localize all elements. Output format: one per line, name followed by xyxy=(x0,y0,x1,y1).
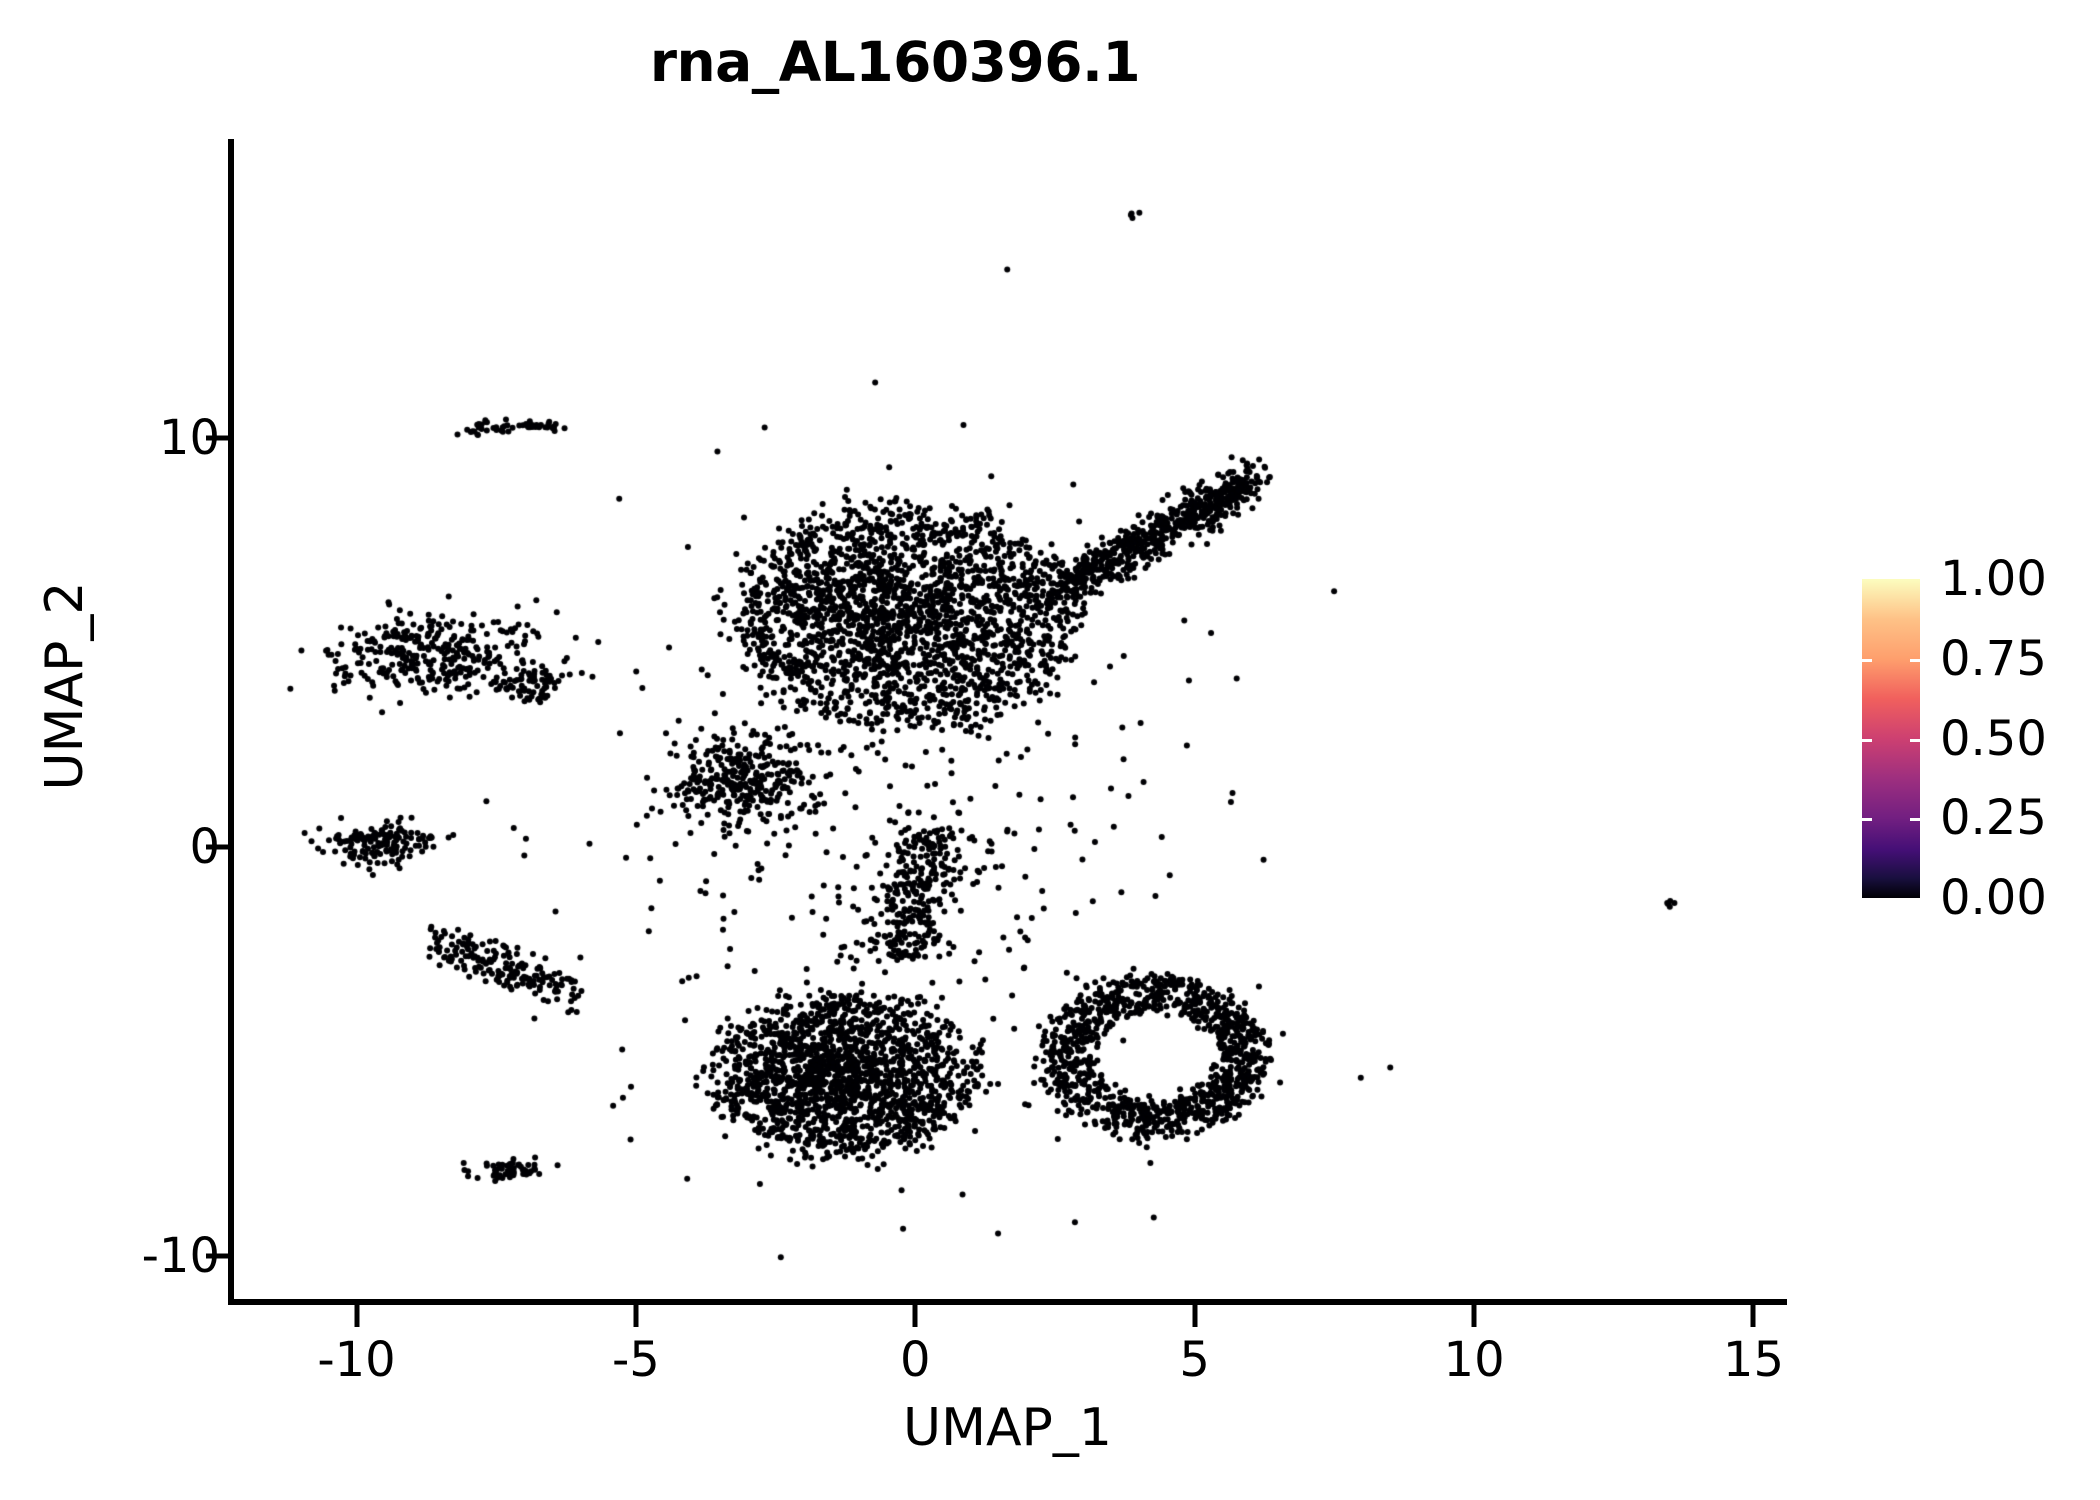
x-axis-spine xyxy=(228,1299,1787,1305)
x-tick-mark xyxy=(354,1305,360,1327)
y-tick-label: 10 xyxy=(158,409,220,466)
x-tick-label: 5 xyxy=(1179,1332,1210,1388)
colorbar-tick-mark xyxy=(1910,818,1920,822)
y-axis-label: UMAP_2 xyxy=(35,581,95,791)
plot-axes-frame xyxy=(228,139,1787,1305)
colorbar-tick-label: 0.75 xyxy=(1940,630,2047,687)
y-axis-spine xyxy=(228,139,234,1305)
y-tick-mark xyxy=(206,435,228,441)
x-tick-mark xyxy=(1750,1305,1756,1327)
x-tick-label: -5 xyxy=(611,1332,660,1388)
x-axis-label: UMAP_1 xyxy=(903,1398,1112,1458)
colorbar-tick-mark xyxy=(1910,738,1920,742)
x-tick-label: 0 xyxy=(900,1332,931,1388)
colorbar-tick-mark xyxy=(1910,658,1920,662)
colorbar-tick-mark xyxy=(1862,658,1872,662)
colorbar-tick-label: 0.25 xyxy=(1940,790,2047,847)
y-tick-label: 0 xyxy=(189,818,220,875)
x-tick-mark xyxy=(912,1305,918,1327)
page-title: rna_AL160396.1 xyxy=(649,30,1141,94)
colorbar-tick-label: 1.00 xyxy=(1940,551,2047,607)
x-tick-mark xyxy=(1471,1305,1477,1327)
colorbar-tick-mark xyxy=(1862,818,1872,822)
y-tick-label: -10 xyxy=(141,1227,220,1284)
x-tick-mark xyxy=(633,1305,639,1327)
colorbar-tick-label: 0.50 xyxy=(1940,710,2047,767)
x-tick-label: -10 xyxy=(317,1332,396,1388)
y-tick-mark xyxy=(206,844,228,850)
y-tick-mark xyxy=(206,1253,228,1259)
x-tick-label: 10 xyxy=(1443,1332,1505,1388)
colorbar-tick-label: 0.00 xyxy=(1940,870,2047,926)
colorbar-legend[interactable]: 0.00 0.25 0.50 0.75 1.00 xyxy=(1862,551,2092,926)
x-tick-mark xyxy=(1192,1305,1198,1327)
x-tick-label: 15 xyxy=(1722,1332,1785,1388)
colorbar-tick-mark xyxy=(1862,738,1872,742)
